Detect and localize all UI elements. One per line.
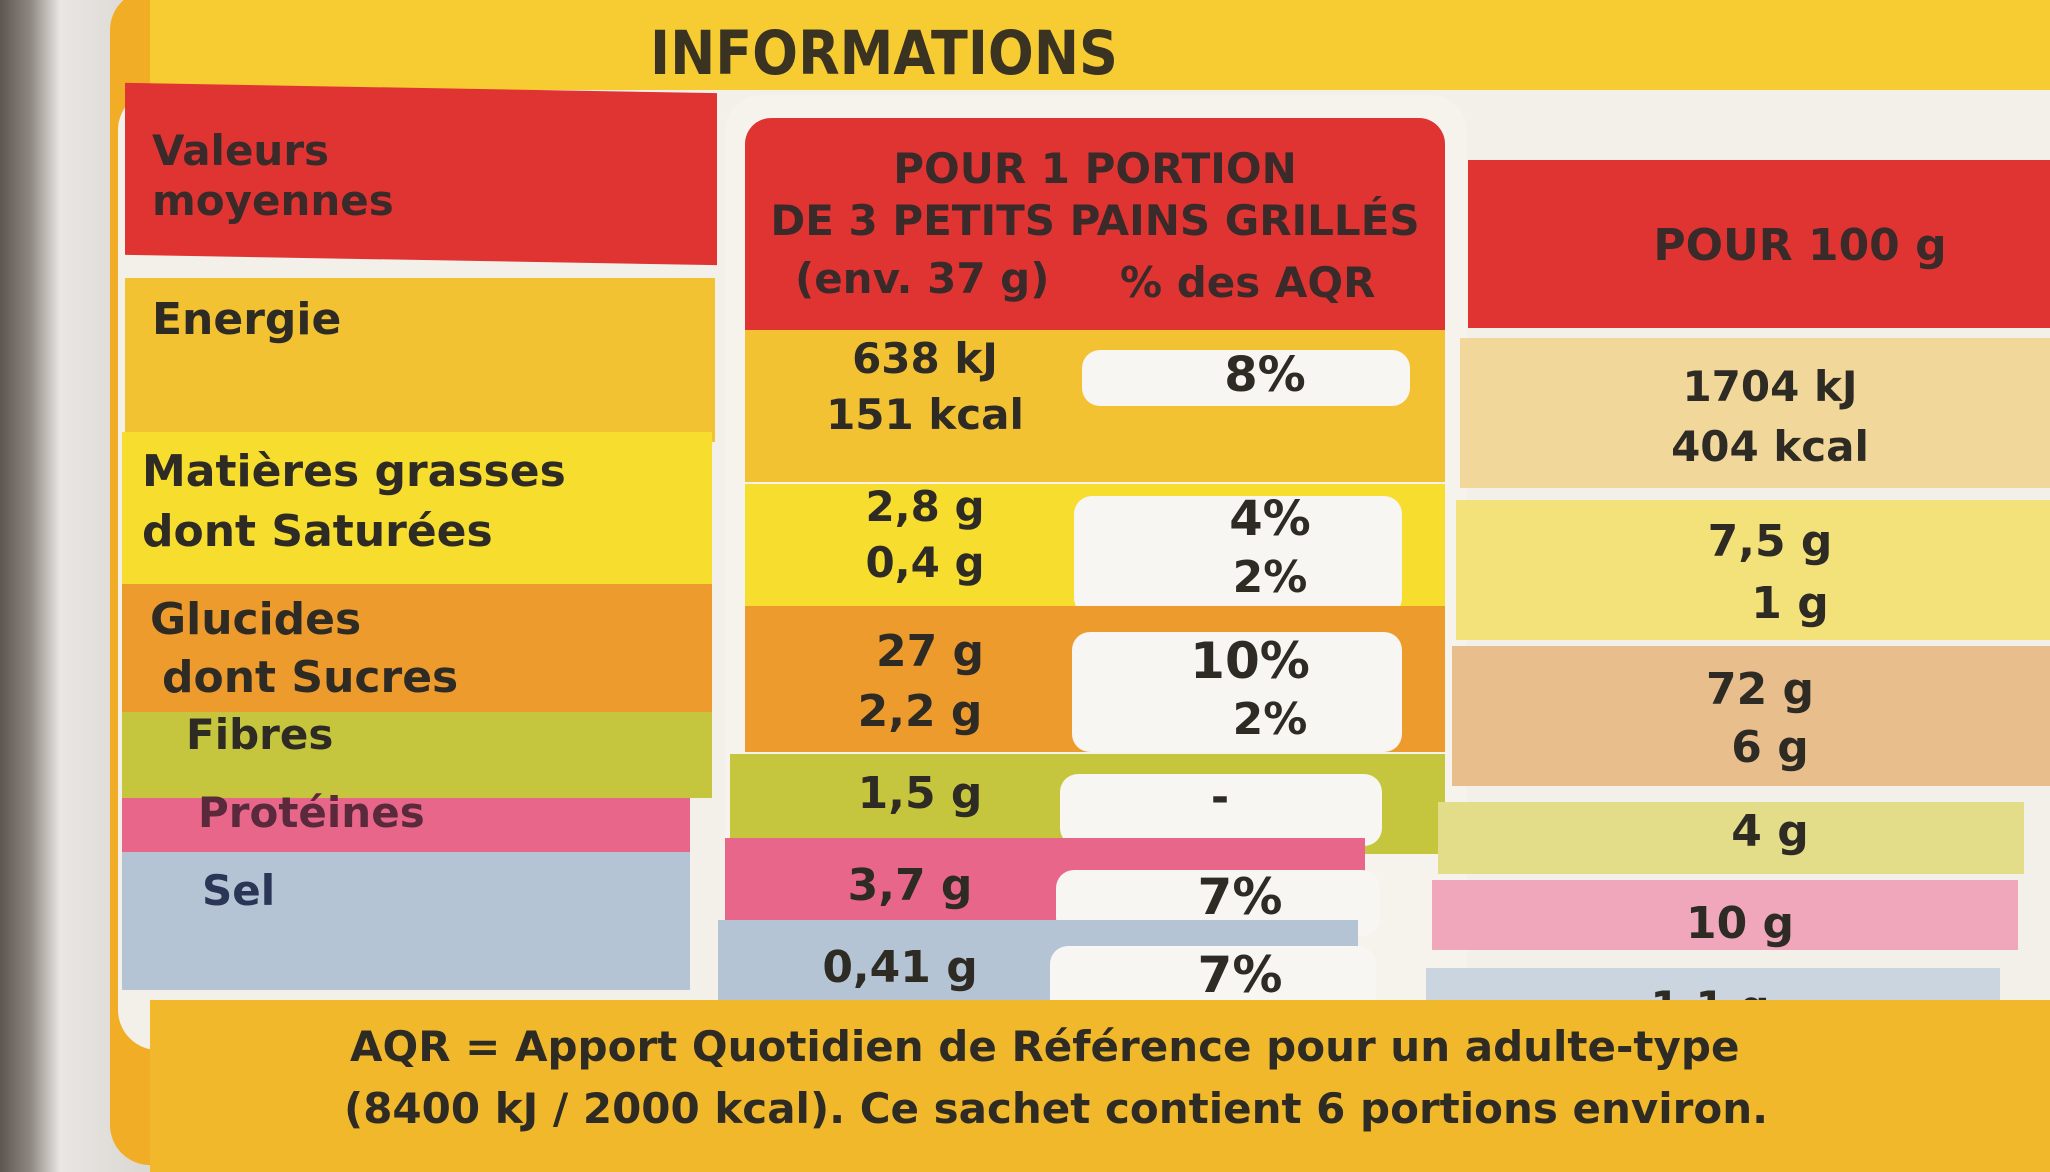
row-fibres-per100-cell bbox=[1438, 802, 2024, 874]
row-glucides-aqr-2: 2% bbox=[1232, 694, 1308, 745]
row-energie-name: Energie bbox=[152, 294, 342, 345]
row-matieres-grasses-name-1: Matières grasses bbox=[142, 446, 566, 497]
row-sel-name-cell bbox=[122, 852, 690, 990]
row-glucides-name-cell bbox=[122, 584, 712, 734]
row-fibres-aqr: - bbox=[1210, 772, 1230, 823]
row-proteines-name: Protéines bbox=[198, 788, 425, 837]
row-glucides-name-2: dont Sucres bbox=[162, 652, 459, 703]
header-per100-cell bbox=[1468, 160, 2050, 328]
row-sel-portion: 0,41 g bbox=[822, 942, 978, 993]
row-proteines-portion: 3,7 g bbox=[847, 860, 973, 911]
header-values-line2: moyennes bbox=[152, 176, 394, 225]
row-matieres-grasses-per100-cell bbox=[1456, 500, 2050, 640]
header-per100-label: POUR 100 g bbox=[1653, 220, 1947, 271]
row-sel-aqr: 7% bbox=[1197, 946, 1283, 1004]
row-energie-per100-cell bbox=[1460, 338, 2050, 488]
row-glucides-per100-1: 72 g bbox=[1705, 664, 1815, 715]
row-fibres-aqr-pill bbox=[1060, 774, 1382, 846]
row-energie-aqr: 8% bbox=[1224, 347, 1306, 403]
header-portion-cell bbox=[745, 118, 1445, 330]
row-matieres-grasses-name-2: dont Saturées bbox=[142, 506, 493, 557]
row-energie-aqr-pill bbox=[1082, 350, 1410, 406]
row-fibres-portion: 1,5 g bbox=[857, 768, 983, 819]
row-proteines-aqr: 7% bbox=[1197, 868, 1283, 926]
row-matieres-grasses-per100-2: 1 g bbox=[1751, 578, 1829, 629]
header-portion-size: (env. 37 g) bbox=[795, 254, 1050, 303]
row-matieres-grasses-aqr-2: 2% bbox=[1232, 552, 1308, 603]
row-glucides-portion-1: 27 g bbox=[875, 626, 985, 677]
row-glucides-name-1: Glucides bbox=[150, 594, 362, 645]
row-energie-name-cell bbox=[125, 278, 715, 442]
row-energie-portion-1: 638 kJ bbox=[852, 334, 998, 383]
row-fibres-per100: 4 g bbox=[1731, 806, 1809, 857]
row-matieres-grasses-portion-1: 2,8 g bbox=[865, 482, 985, 531]
row-matieres-grasses-name-cell bbox=[122, 432, 712, 588]
header-portion-line2: DE 3 PETITS PAINS GRILLÉS bbox=[770, 196, 1420, 245]
row-glucides-per100-cell bbox=[1452, 646, 2050, 786]
row-proteines-per100-cell bbox=[1432, 880, 2018, 950]
header-values-line1: Valeurs bbox=[152, 126, 330, 175]
row-matieres-grasses-aqr-1: 4% bbox=[1229, 491, 1311, 547]
row-fibres-name-cell bbox=[122, 712, 712, 798]
row-glucides-aqr-1: 10% bbox=[1190, 632, 1310, 690]
row-energie-per100-2: 404 kcal bbox=[1671, 422, 1869, 471]
header-portion-line1: POUR 1 PORTION bbox=[893, 144, 1297, 193]
row-glucides-per100-2: 6 g bbox=[1731, 722, 1809, 773]
row-energie-per100-1: 1704 kJ bbox=[1682, 362, 1858, 411]
row-glucides-aqr-pill bbox=[1072, 632, 1402, 752]
row-glucides-portion-2: 2,2 g bbox=[857, 686, 983, 737]
row-matieres-grasses-aqr-pill bbox=[1074, 496, 1402, 616]
footer-line2: (8400 kJ / 2000 kcal). Ce sachet contien… bbox=[344, 1084, 1769, 1133]
header-aqr: % des AQR bbox=[1120, 258, 1376, 307]
footer-line1: AQR = Apport Quotidien de Référence pour… bbox=[350, 1022, 1740, 1071]
footer-band bbox=[150, 1000, 2050, 1172]
row-energie-portion-2: 151 kcal bbox=[826, 390, 1024, 439]
row-sel-name: Sel bbox=[202, 866, 276, 915]
row-proteines-per100: 10 g bbox=[1685, 898, 1795, 949]
row-fibres-name: Fibres bbox=[186, 710, 334, 759]
row-matieres-grasses-per100-1: 7,5 g bbox=[1707, 516, 1833, 567]
row-matieres-grasses-portion-2: 0,4 g bbox=[865, 538, 985, 587]
